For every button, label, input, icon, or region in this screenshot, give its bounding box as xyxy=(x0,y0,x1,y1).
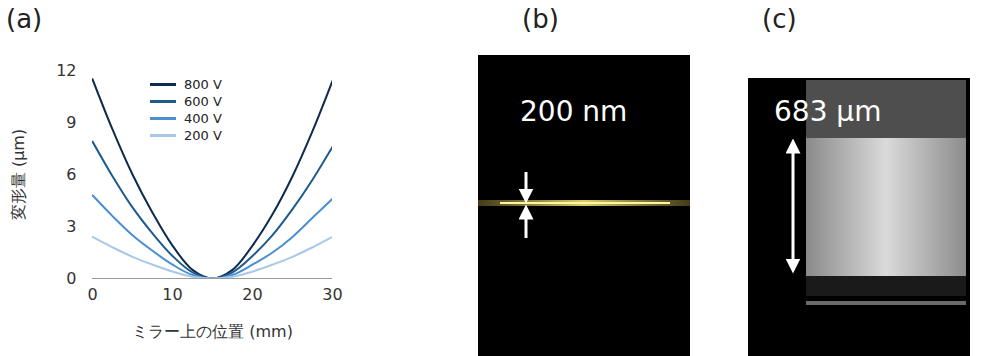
html-text:(a): (a) xyxy=(6,4,43,34)
svg-text:30: 30 xyxy=(322,285,342,304)
svg-text:20: 20 xyxy=(242,285,262,304)
html-text:400 V: 400 V xyxy=(184,111,222,126)
html-text:600 V: 600 V xyxy=(184,94,222,109)
svg-text:9: 9 xyxy=(66,113,76,132)
svg-text:10: 10 xyxy=(162,285,182,304)
svg-text:6: 6 xyxy=(66,165,76,184)
svg-text:0: 0 xyxy=(66,269,76,288)
svg-text:3: 3 xyxy=(66,217,76,236)
svg-text:200 nm: 200 nm xyxy=(520,95,627,128)
html-text:(c): (c) xyxy=(762,4,797,34)
svg-text:変形量 (μm): 変形量 (μm) xyxy=(9,129,28,220)
svg-text:683 μm: 683 μm xyxy=(774,95,881,128)
html-text:200 V: 200 V xyxy=(184,128,222,143)
svg-text:0: 0 xyxy=(87,285,97,304)
html-text:(b): (b) xyxy=(522,4,559,34)
svg-text:ミラー上の位置 (mm): ミラー上の位置 (mm) xyxy=(132,322,293,341)
svg-text:12: 12 xyxy=(56,61,76,80)
html-text:800 V: 800 V xyxy=(184,77,222,92)
